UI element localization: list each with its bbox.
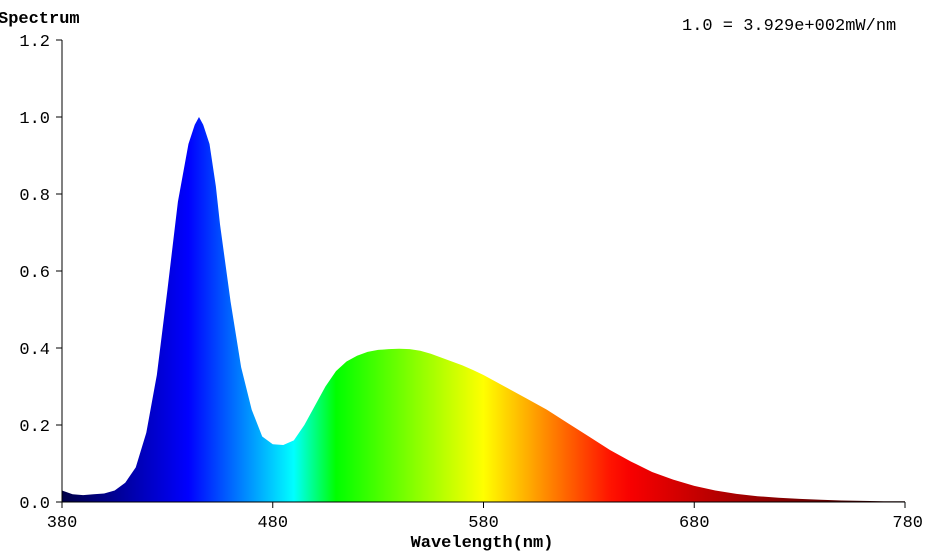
x-tick-label: 480 [257,514,288,533]
y-tick-label: 1.2 [19,33,50,52]
spectrum-area [62,117,905,502]
x-tick-label: 380 [47,514,78,533]
y-tick-label: 0.6 [19,264,50,283]
y-ticks: 0.0 0.2 0.4 0.6 0.8 1.0 1.2 [19,33,62,514]
y-tick-label: 1.0 [19,110,50,129]
y-tick-label: 0.4 [19,341,50,360]
chart-title: Spectrum [0,10,80,29]
y-tick-label: 0.2 [19,418,50,437]
scale-annotation: 1.0 = 3.929e+002mW/nm [682,17,896,36]
x-axis-label: Wavelength(nm) [411,534,554,553]
area-layer [62,117,905,502]
x-ticks: 380 480 580 680 780 [47,502,923,533]
y-tick-label: 0.8 [19,187,50,206]
x-tick-label: 580 [468,514,499,533]
y-tick-label: 0.0 [19,495,50,514]
x-tick-label: 680 [679,514,710,533]
x-tick-label: 780 [892,514,923,533]
